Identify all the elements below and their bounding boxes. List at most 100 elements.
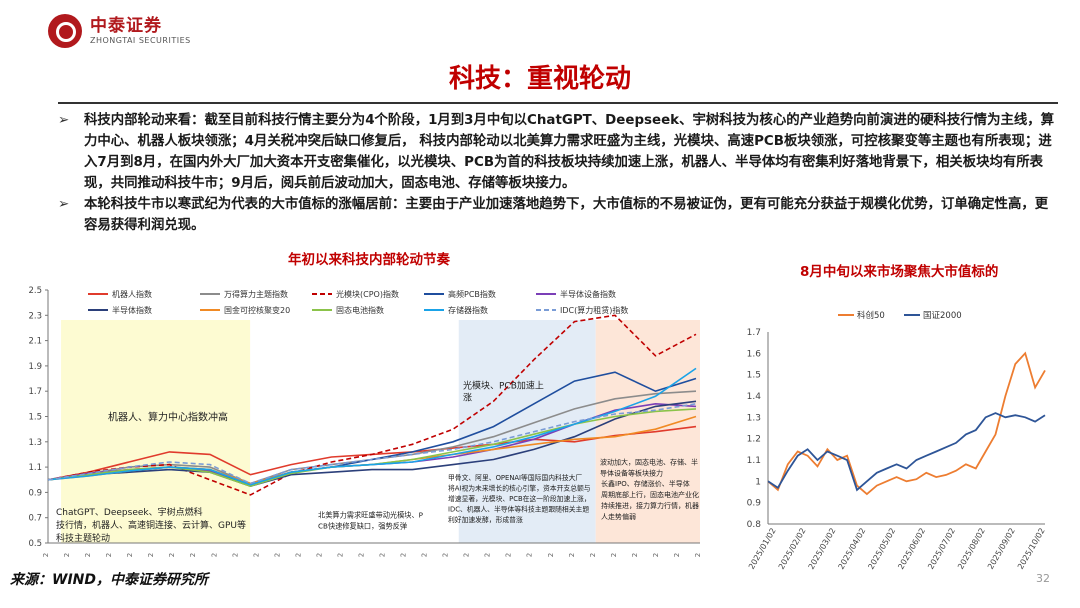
x-tick-label: 2: [463, 553, 471, 557]
arrow-icon: ➢: [58, 197, 70, 212]
x-tick-label: 2: [147, 553, 155, 557]
x-tick-label: 2: [442, 553, 450, 557]
y-tick-label: 0.5: [28, 539, 42, 549]
x-tick-label: 2025/10/02: [1016, 527, 1047, 571]
legend-label: 光模块(CPO)指数: [336, 289, 399, 299]
y-tick-label: 1.6: [747, 349, 762, 359]
series-line: [47, 400, 697, 487]
legend-label: 半导体指数: [112, 305, 152, 315]
x-tick-label: 2: [273, 553, 281, 557]
series-line: [767, 351, 1046, 496]
x-tick-label: 2: [126, 553, 134, 557]
bullet-text: 科技内部轮动来看：截至目前科技行情主要分为4个阶段，1月到3月中旬以ChatGP…: [84, 113, 1055, 191]
legend-label: 机器人指数: [112, 289, 152, 299]
logo-icon: [48, 14, 82, 48]
legend-label: 国金可控核聚变20: [224, 305, 290, 315]
left-chart-title: 年初以来科技内部轮动节奏: [288, 252, 450, 268]
y-tick-label: 0.8: [747, 520, 762, 530]
arrow-icon: ➢: [58, 113, 70, 128]
x-tick-label: 2: [294, 553, 302, 557]
y-tick-label: 2.3: [28, 311, 42, 321]
x-tick-label: 2025/07/02: [926, 527, 957, 571]
right-chart-title: 8月中旬以来市场聚焦大市值标的: [800, 264, 999, 280]
x-tick-label: 2: [421, 553, 429, 557]
x-tick-label: 2: [631, 553, 639, 557]
legend-label: 国证2000: [923, 311, 962, 321]
x-tick-label: 2025/09/02: [986, 527, 1017, 571]
y-tick-label: 0.9: [28, 488, 42, 498]
x-tick-label: 2: [168, 553, 176, 557]
x-tick-label: 2025/03/02: [807, 527, 838, 571]
y-tick-label: 1.1: [747, 456, 761, 466]
x-tick-label: 2: [379, 553, 387, 557]
legend-label: 半导体设备指数: [560, 289, 616, 299]
x-tick-label: 2: [63, 553, 71, 557]
title-divider: [58, 102, 1058, 104]
x-tick-label: 2: [568, 553, 576, 557]
series-line: [47, 314, 697, 496]
x-tick-label: 2: [484, 553, 492, 557]
x-tick-label: 2: [105, 553, 113, 557]
x-tick-label: 2: [526, 553, 534, 557]
x-tick-label: 2: [42, 553, 50, 557]
x-tick-label: 2: [252, 553, 260, 557]
y-tick-label: 2.5: [28, 286, 42, 296]
legend-label: 万得算力主题指数: [224, 289, 288, 299]
y-tick-label: 0.9: [747, 499, 762, 509]
y-tick-label: 1.9: [28, 362, 42, 372]
y-tick-label: 1: [755, 477, 761, 487]
x-tick-label: 2025/05/02: [866, 527, 897, 571]
legend-label: 高频PCB指数: [448, 289, 496, 299]
bullet-list: ➢ 科技内部轮动来看：截至目前科技行情主要分为4个阶段，1月到3月中旬以Chat…: [58, 110, 1058, 236]
logo-name-en: ZHONGTAI SECURITIES: [90, 36, 191, 45]
x-tick-label: 2: [505, 553, 513, 557]
bullet-text: 本轮科技牛市以寒武纪为代表的大市值标的涨幅居前：主要由于产业加速落地趋势下，大市…: [84, 197, 1049, 233]
x-tick-label: 2: [694, 553, 702, 557]
logo-name-cn: 中泰证券: [90, 16, 162, 36]
x-tick-label: 2025/02/02: [777, 527, 808, 571]
x-tick-label: 2025/08/02: [956, 527, 987, 571]
x-tick-label: 2: [189, 553, 197, 557]
bullet-item: ➢ 本轮科技牛市以寒武纪为代表的大市值标的涨幅居前：主要由于产业加速落地趋势下，…: [58, 194, 1058, 236]
x-tick-label: 2: [652, 553, 660, 557]
y-tick-label: 1.4: [747, 392, 762, 402]
x-tick-label: 2025/06/02: [896, 527, 927, 571]
page-title: 科技：重视轮动: [448, 64, 631, 94]
x-tick-label: 2: [357, 553, 365, 557]
y-tick-label: 1.1: [28, 463, 42, 473]
y-tick-label: 1.7: [28, 387, 42, 397]
legend-label: 科创50: [857, 310, 885, 321]
legend-label: IDC(算力租赁)指数: [560, 305, 628, 315]
page-number: 32: [1036, 572, 1050, 585]
x-tick-label: 2: [547, 553, 555, 557]
y-tick-label: 1.3: [747, 413, 761, 423]
y-tick-label: 1.5: [28, 413, 42, 423]
annotation-text: 北美算力需求旺盛带动光模块、P CB快速修复缺口，强势反弹: [318, 511, 424, 531]
series-line: [767, 412, 1046, 492]
y-tick-label: 1.3: [28, 438, 42, 448]
source-note: 来源：WIND，中泰证券研究所: [10, 572, 208, 588]
x-tick-label: 2: [589, 553, 597, 557]
annotation-text: 长鑫IPO、存储涨价、半导体周期底部上行，固态电池产业化持续推进，接力算力行情，…: [601, 479, 699, 521]
y-tick-label: 2.1: [28, 337, 42, 347]
x-tick-label: 2025/01/02: [747, 527, 778, 571]
annotation-text: 机器人、算力中心指数冲高: [108, 411, 228, 424]
x-tick-label: 2: [231, 553, 239, 557]
x-tick-label: 2: [673, 553, 681, 557]
series-line: [47, 403, 697, 485]
annotation-text: 甲骨文、阿里、OPENAI等国际国内科技大厂将AI视为未来增长的核心引擎，资本开…: [448, 473, 591, 524]
phase-highlight: [595, 320, 700, 543]
legend-label: 固态电池指数: [336, 305, 384, 315]
x-tick-label: 2: [400, 553, 408, 557]
x-tick-label: 2: [610, 553, 618, 557]
y-tick-label: 1.7: [747, 328, 761, 338]
x-tick-label: 2: [336, 553, 344, 557]
annotation-text: 波动加大，固态电池、存储、半导体设备等板块接力: [600, 458, 698, 478]
y-tick-label: 0.7: [28, 514, 42, 524]
company-logo: 中泰证券 ZHONGTAI SECURITIES: [48, 14, 191, 48]
legend-label: 存储器指数: [448, 305, 488, 315]
tech-rotation-line-chart: 2.5 2.3 2.1 1.9 1.7 1.5 1.3 1.1 0.9 0.7 0.5 2 2 2 2 2 2 2…: [28, 286, 702, 557]
x-tick-label: 2: [315, 553, 323, 557]
y-tick-label: 1.5: [747, 371, 761, 381]
